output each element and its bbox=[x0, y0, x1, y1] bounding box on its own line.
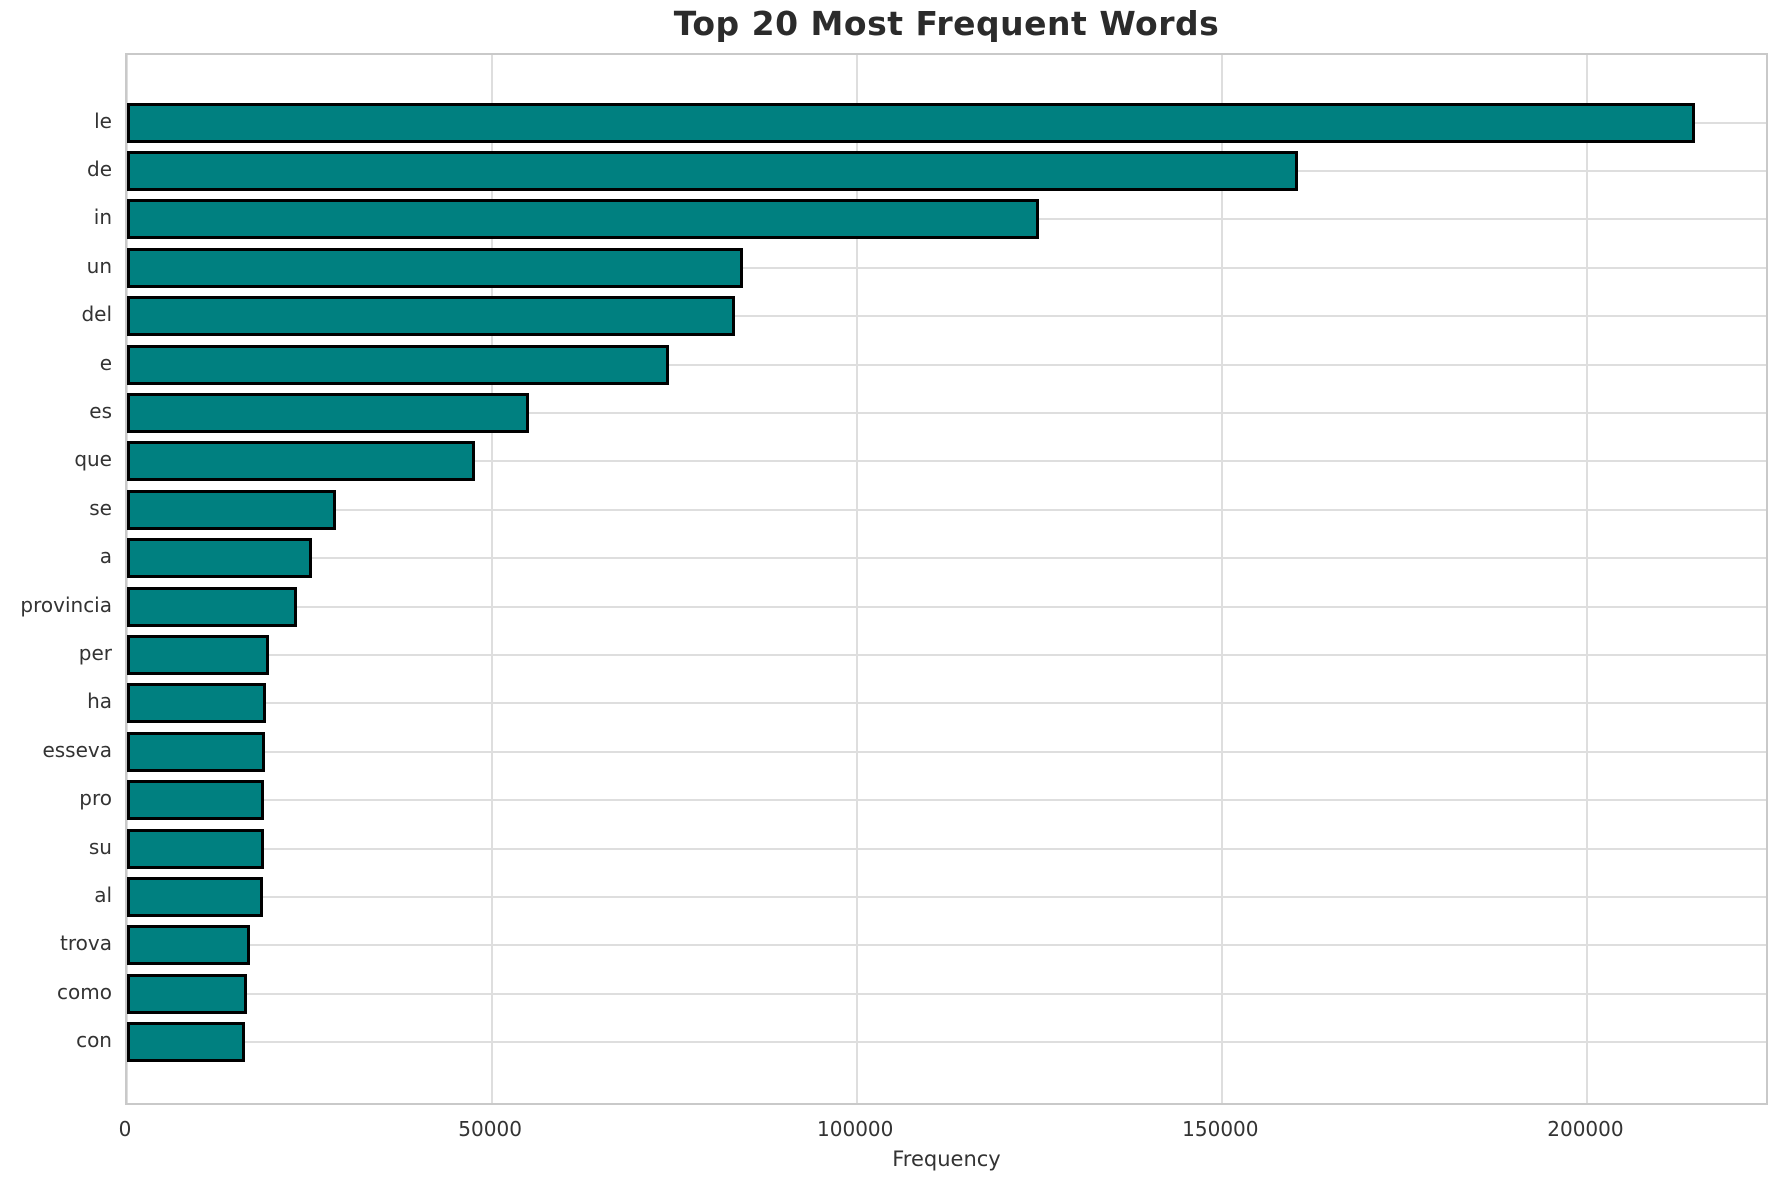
y-tick-label: pro bbox=[79, 786, 112, 811]
chart-title: Top 20 Most Frequent Words bbox=[673, 4, 1220, 43]
bar-esseva bbox=[127, 731, 265, 772]
y-gridline bbox=[127, 460, 1766, 463]
y-tick-label: e bbox=[99, 350, 112, 375]
x-tick-label: 150000 bbox=[1182, 1117, 1259, 1141]
y-gridline bbox=[127, 799, 1766, 802]
x-gridline bbox=[1586, 55, 1589, 1103]
y-gridline bbox=[127, 1041, 1766, 1044]
y-gridline bbox=[127, 557, 1766, 560]
y-tick-label: in bbox=[93, 205, 112, 230]
bar-a bbox=[127, 538, 312, 579]
bar-con bbox=[127, 1022, 245, 1063]
bar-le bbox=[127, 102, 1695, 143]
y-tick-label: del bbox=[81, 302, 112, 327]
x-tick-label: 0 bbox=[118, 1117, 132, 1141]
y-gridline bbox=[127, 750, 1766, 753]
y-tick-label: se bbox=[89, 495, 112, 520]
x-tick-label: 50000 bbox=[458, 1117, 522, 1141]
y-gridline bbox=[127, 315, 1766, 318]
y-tick-label: de bbox=[87, 156, 112, 181]
x-tick-label: 100000 bbox=[817, 1117, 894, 1141]
x-gridline bbox=[856, 55, 859, 1103]
bar-del bbox=[127, 296, 735, 337]
y-tick-label: al bbox=[94, 882, 112, 907]
bar-un bbox=[127, 247, 743, 288]
y-gridline bbox=[127, 653, 1766, 656]
y-tick-label: es bbox=[89, 398, 112, 423]
y-tick-label: con bbox=[76, 1028, 112, 1053]
bar-e bbox=[127, 344, 669, 385]
x-gridline bbox=[1221, 55, 1224, 1103]
x-axis-title: Frequency bbox=[892, 1147, 1001, 1171]
y-tick-label: le bbox=[94, 108, 112, 133]
y-tick-label: que bbox=[74, 447, 112, 472]
y-gridline bbox=[127, 411, 1766, 414]
bar-per bbox=[127, 634, 269, 675]
y-gridline bbox=[127, 702, 1766, 705]
bar-al bbox=[127, 876, 263, 917]
bar-provincia bbox=[127, 586, 297, 627]
y-gridline bbox=[127, 508, 1766, 511]
y-gridline bbox=[127, 605, 1766, 608]
bar-su bbox=[127, 828, 264, 869]
y-gridline bbox=[127, 847, 1766, 850]
y-tick-label: un bbox=[86, 253, 112, 278]
x-gridline bbox=[491, 55, 494, 1103]
bar-es bbox=[127, 392, 529, 433]
y-tick-label: ha bbox=[87, 689, 112, 714]
y-tick-label: esseva bbox=[42, 737, 112, 762]
y-gridline bbox=[127, 895, 1766, 898]
bar-se bbox=[127, 489, 336, 530]
bar-pro bbox=[127, 780, 264, 821]
y-tick-label: a bbox=[99, 544, 112, 569]
y-tick-label: provincia bbox=[20, 592, 112, 617]
bar-in bbox=[127, 199, 1039, 240]
y-tick-label: como bbox=[57, 979, 112, 1004]
y-gridline bbox=[127, 266, 1766, 269]
bar-de bbox=[127, 150, 1298, 191]
y-tick-label: su bbox=[88, 834, 112, 859]
bar-como bbox=[127, 973, 247, 1014]
y-gridline bbox=[127, 363, 1766, 366]
x-gridline bbox=[127, 55, 128, 1103]
y-gridline bbox=[127, 944, 1766, 947]
bar-que bbox=[127, 441, 475, 482]
bar-ha bbox=[127, 683, 266, 724]
y-tick-label: trova bbox=[60, 931, 112, 956]
y-gridline bbox=[127, 992, 1766, 995]
y-tick-label: per bbox=[78, 640, 112, 665]
plot-area bbox=[125, 53, 1768, 1105]
bar-trova bbox=[127, 925, 250, 966]
x-tick-label: 200000 bbox=[1547, 1117, 1624, 1141]
